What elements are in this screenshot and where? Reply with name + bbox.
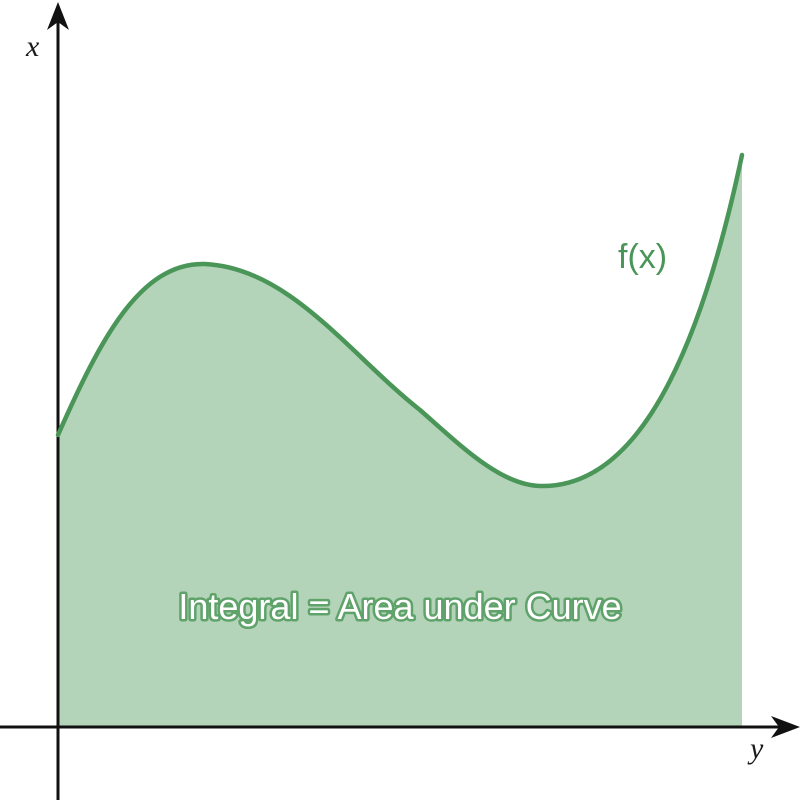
- vertical-axis-arrow-icon: [47, 2, 69, 30]
- area-under-curve: [58, 155, 742, 727]
- horizontal-axis-arrow-icon: [771, 716, 800, 738]
- curve-label: f(x): [618, 238, 667, 276]
- vertical-axis-label: x: [25, 30, 40, 63]
- horizontal-axis-label: y: [747, 732, 764, 765]
- area-label: Integral = Area under Curve: [178, 586, 621, 627]
- function-curve: [55, 152, 745, 489]
